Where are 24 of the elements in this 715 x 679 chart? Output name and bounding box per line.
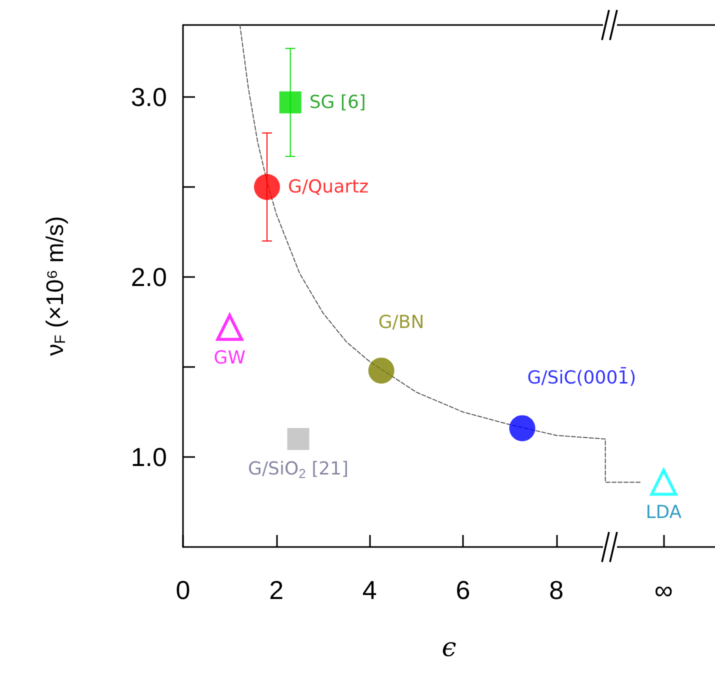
x-axis-title: ϵ	[442, 633, 457, 663]
point	[368, 358, 394, 384]
series-label: GW	[214, 347, 246, 368]
x-tick-label: 2	[269, 575, 284, 605]
point	[287, 428, 310, 450]
x-tick-label: 8	[549, 575, 564, 605]
series-label: SG [6]	[309, 92, 366, 113]
x-tick-label: ∞	[654, 575, 673, 605]
series-label: G/BN	[378, 312, 424, 334]
series-label: G/SiC(0001̄)	[527, 366, 636, 389]
point	[216, 314, 244, 341]
y-tick-label: 1.0	[130, 442, 167, 472]
y-axis-title: νF (×10⁶ m/s)	[42, 216, 69, 356]
point	[279, 91, 302, 114]
series-label: G/Quartz	[288, 176, 369, 198]
point	[509, 415, 536, 442]
series-label: LDA	[646, 502, 682, 524]
point	[650, 468, 678, 496]
x-tick-label: 4	[362, 575, 377, 605]
point	[254, 174, 280, 200]
x-tick-label: 0	[176, 575, 190, 605]
y-tick-label: 2.0	[130, 262, 167, 292]
y-tick-label: 3.0	[130, 82, 167, 112]
x-tick-label: 6	[456, 575, 470, 605]
